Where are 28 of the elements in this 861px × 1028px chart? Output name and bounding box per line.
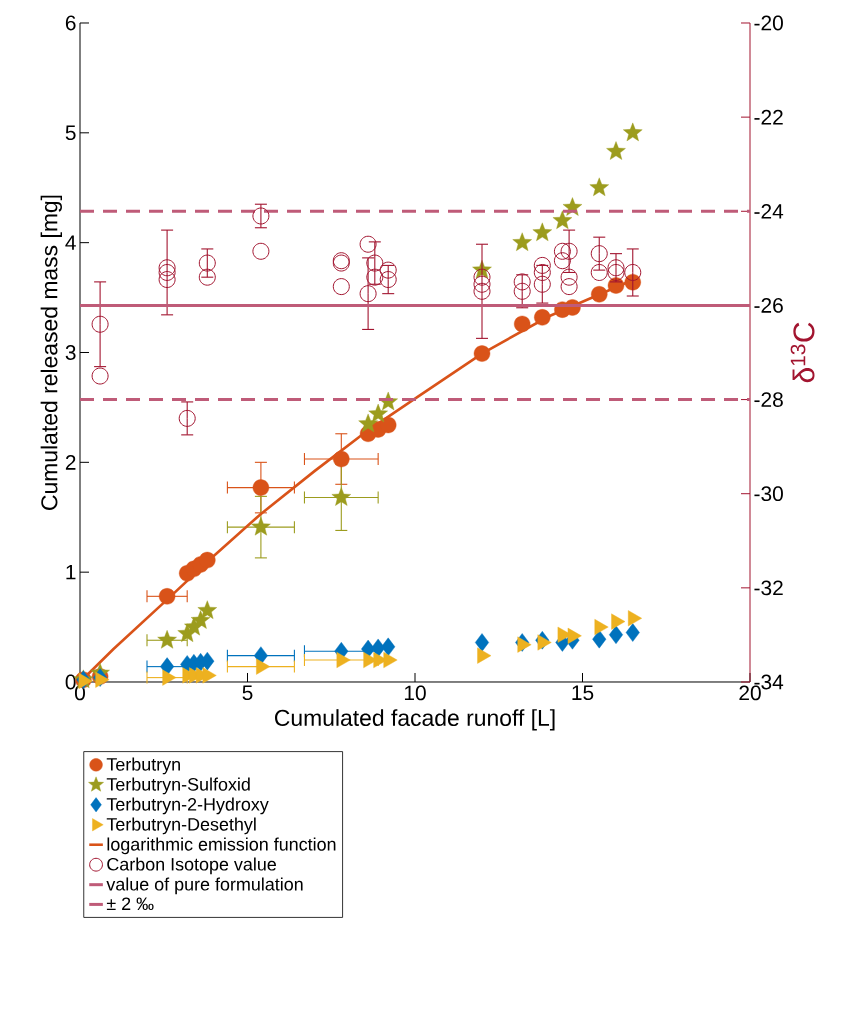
y2-axis-title: δ$^{13}$C — [790, 322, 815, 383]
x-axis-title: Cumulated facade runoff [L] — [274, 709, 555, 731]
y2-tick-label: -32 — [754, 580, 783, 596]
y2-tick-label: -30 — [754, 486, 783, 502]
legend-label: Terbutryn — [106, 757, 180, 775]
legend-label: Carbon Isotope value — [107, 857, 276, 875]
x-tick-label: 5 — [242, 685, 253, 701]
x-tick-label: 15 — [572, 685, 594, 701]
x-tick-label: 10 — [404, 685, 426, 701]
y-tick-label: 2 — [65, 455, 76, 470]
y2-tick-label: -24 — [754, 203, 784, 219]
y2-tick-label: -28 — [754, 392, 783, 407]
y-tick-label: 5 — [65, 125, 76, 141]
y2-tick-label: -26 — [754, 298, 783, 313]
y-tick-label: 1 — [66, 564, 76, 580]
legend-label: value of pure formulation — [106, 877, 303, 895]
legend-label: Terbutryn-Sulfoxid — [106, 777, 250, 795]
y-axis-title: Cumulated released mass [mg] — [40, 195, 62, 510]
legend-label: ± 2 ‰ — [106, 897, 154, 911]
y-tick-label: 0 — [65, 674, 76, 690]
y-tick-label: 3 — [65, 345, 76, 360]
y2-tick-label: -22 — [754, 109, 783, 125]
y-tick-label: 6 — [65, 15, 76, 31]
y2-tick-label: -20 — [754, 15, 783, 31]
legend-label: Terbutryn-Desethyl — [106, 817, 256, 835]
y-tick-label: 4 — [65, 235, 76, 250]
legend-label: logarithmic emission function — [107, 837, 336, 855]
legend-label: Terbutryn-2-Hydroxy — [106, 797, 269, 815]
